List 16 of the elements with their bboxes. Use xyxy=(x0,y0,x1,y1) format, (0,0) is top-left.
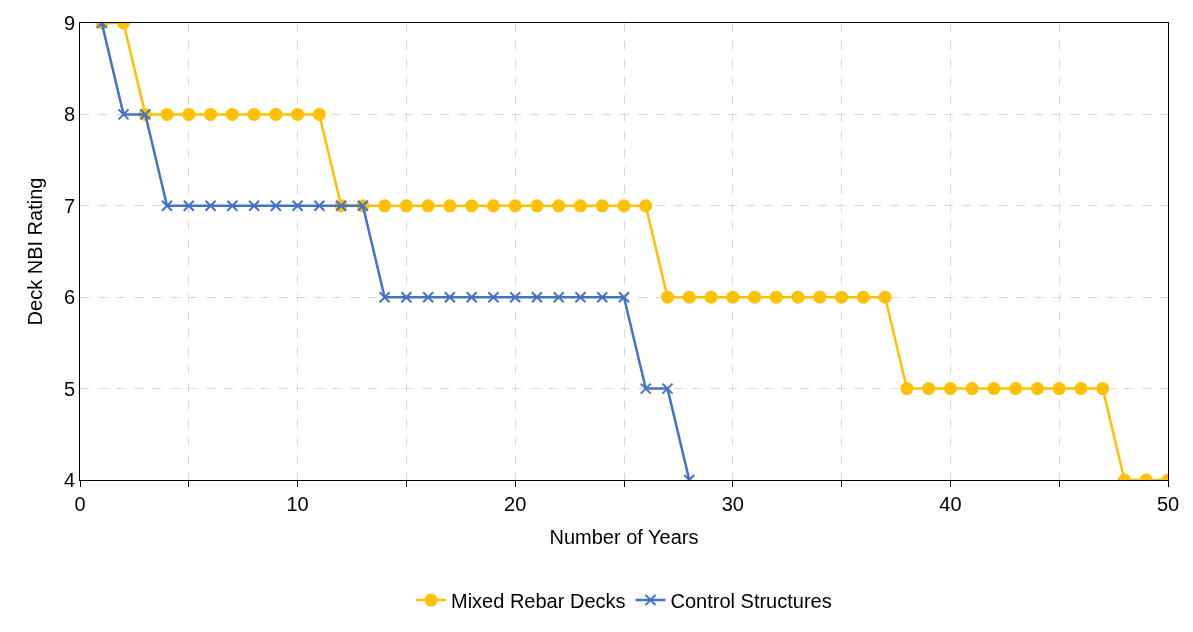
y-tick-label: 6 xyxy=(63,286,75,309)
y-axis-title: Deck NBI Rating xyxy=(24,177,47,326)
legend-label: Mixed Rebar Decks xyxy=(451,589,626,612)
x-tick-label: 30 xyxy=(721,493,744,515)
y-tick-label: 7 xyxy=(63,194,75,217)
y-tick-label: 5 xyxy=(63,377,75,400)
x-tick-label: 20 xyxy=(504,493,527,515)
y-tick-label: 4 xyxy=(63,469,75,491)
x-tick-label: 40 xyxy=(939,493,962,515)
x-tick-label: 10 xyxy=(286,493,309,515)
legend-label: Control Structures xyxy=(670,589,832,612)
y-tick-label: 8 xyxy=(63,103,75,126)
x-tick-label: 0 xyxy=(74,493,86,515)
y-tick-label: 9 xyxy=(63,12,75,34)
x-axis-title: Number of Years xyxy=(549,525,699,548)
x-tick-label: 50 xyxy=(1156,493,1180,515)
